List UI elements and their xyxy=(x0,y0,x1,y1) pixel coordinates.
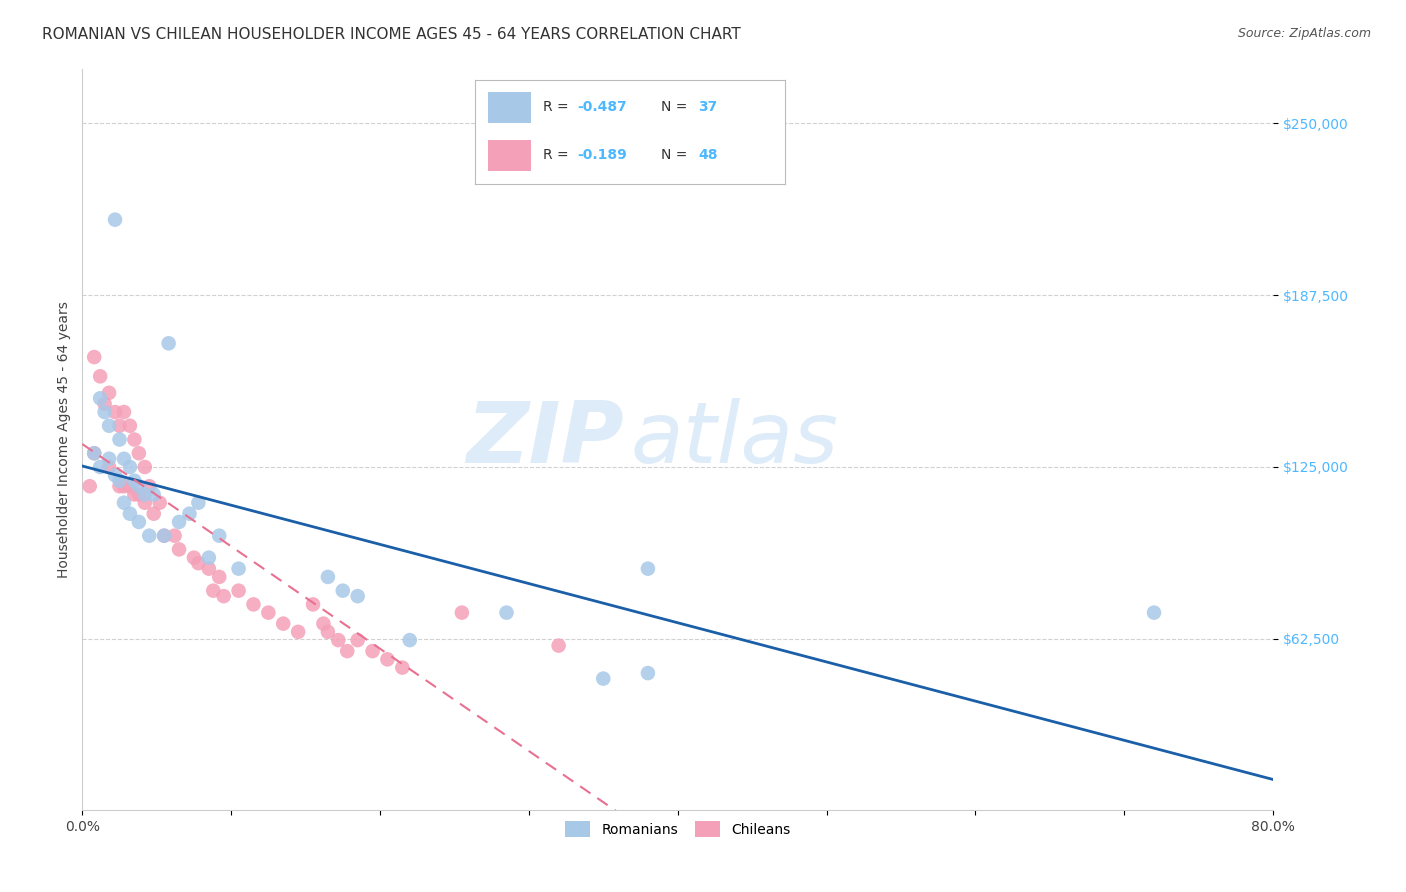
Point xyxy=(287,624,309,639)
Point xyxy=(89,392,111,406)
Point xyxy=(108,418,131,433)
Point xyxy=(212,589,235,603)
Point xyxy=(124,474,146,488)
Point xyxy=(637,562,659,576)
Point xyxy=(112,451,135,466)
Point xyxy=(149,496,172,510)
Point xyxy=(118,507,141,521)
Point xyxy=(108,479,131,493)
Point xyxy=(108,433,131,447)
Point xyxy=(128,487,150,501)
Point xyxy=(104,212,127,227)
Point xyxy=(134,460,156,475)
Point xyxy=(242,598,264,612)
Point xyxy=(336,644,359,658)
Point xyxy=(183,550,205,565)
Point xyxy=(79,479,101,493)
Point xyxy=(228,583,250,598)
Point xyxy=(104,405,127,419)
Point xyxy=(547,639,569,653)
Point xyxy=(167,542,190,557)
Point xyxy=(89,369,111,384)
Point xyxy=(153,529,176,543)
Point xyxy=(328,633,350,648)
Point xyxy=(198,550,221,565)
Point xyxy=(124,433,146,447)
Point xyxy=(157,336,180,351)
Point xyxy=(346,589,368,603)
Point xyxy=(142,507,165,521)
Point xyxy=(134,487,156,501)
Point xyxy=(361,644,384,658)
Point xyxy=(89,460,111,475)
Point xyxy=(208,570,231,584)
Point xyxy=(118,479,141,493)
Point xyxy=(134,496,156,510)
Point xyxy=(138,529,160,543)
Point xyxy=(187,496,209,510)
Point xyxy=(332,583,354,598)
Point xyxy=(1143,606,1166,620)
Point xyxy=(83,350,105,364)
Point xyxy=(138,479,160,493)
Point xyxy=(450,606,472,620)
Point xyxy=(163,529,186,543)
Point xyxy=(202,583,225,598)
Point xyxy=(128,446,150,460)
Point xyxy=(118,418,141,433)
Point xyxy=(124,487,146,501)
Point xyxy=(257,606,280,620)
Point xyxy=(112,479,135,493)
Text: ZIP: ZIP xyxy=(467,398,624,481)
Point xyxy=(179,507,201,521)
Point xyxy=(83,446,105,460)
Text: ROMANIAN VS CHILEAN HOUSEHOLDER INCOME AGES 45 - 64 YEARS CORRELATION CHART: ROMANIAN VS CHILEAN HOUSEHOLDER INCOME A… xyxy=(42,27,741,42)
Point xyxy=(592,672,614,686)
Point xyxy=(228,562,250,576)
Point xyxy=(637,666,659,681)
Point xyxy=(391,660,413,674)
Point xyxy=(495,606,517,620)
Text: Source: ZipAtlas.com: Source: ZipAtlas.com xyxy=(1237,27,1371,40)
Point xyxy=(98,385,121,400)
Point xyxy=(187,556,209,570)
Point xyxy=(271,616,294,631)
Point xyxy=(142,487,165,501)
Point xyxy=(316,624,339,639)
Text: atlas: atlas xyxy=(630,398,838,481)
Point xyxy=(208,529,231,543)
Point xyxy=(112,405,135,419)
Legend: Romanians, Chileans: Romanians, Chileans xyxy=(558,814,797,845)
Point xyxy=(83,446,105,460)
Point xyxy=(104,468,127,483)
Y-axis label: Householder Income Ages 45 - 64 years: Householder Income Ages 45 - 64 years xyxy=(58,301,72,578)
Point xyxy=(93,405,115,419)
Point xyxy=(128,479,150,493)
Point xyxy=(93,397,115,411)
Point xyxy=(98,451,121,466)
Point xyxy=(108,474,131,488)
Point xyxy=(377,652,399,666)
Point xyxy=(153,529,176,543)
Point xyxy=(316,570,339,584)
Point xyxy=(302,598,325,612)
Point xyxy=(398,633,420,648)
Point xyxy=(346,633,368,648)
Point xyxy=(198,562,221,576)
Point xyxy=(112,496,135,510)
Point xyxy=(98,460,121,475)
Point xyxy=(118,460,141,475)
Point xyxy=(167,515,190,529)
Point xyxy=(312,616,335,631)
Point xyxy=(128,515,150,529)
Point xyxy=(98,418,121,433)
